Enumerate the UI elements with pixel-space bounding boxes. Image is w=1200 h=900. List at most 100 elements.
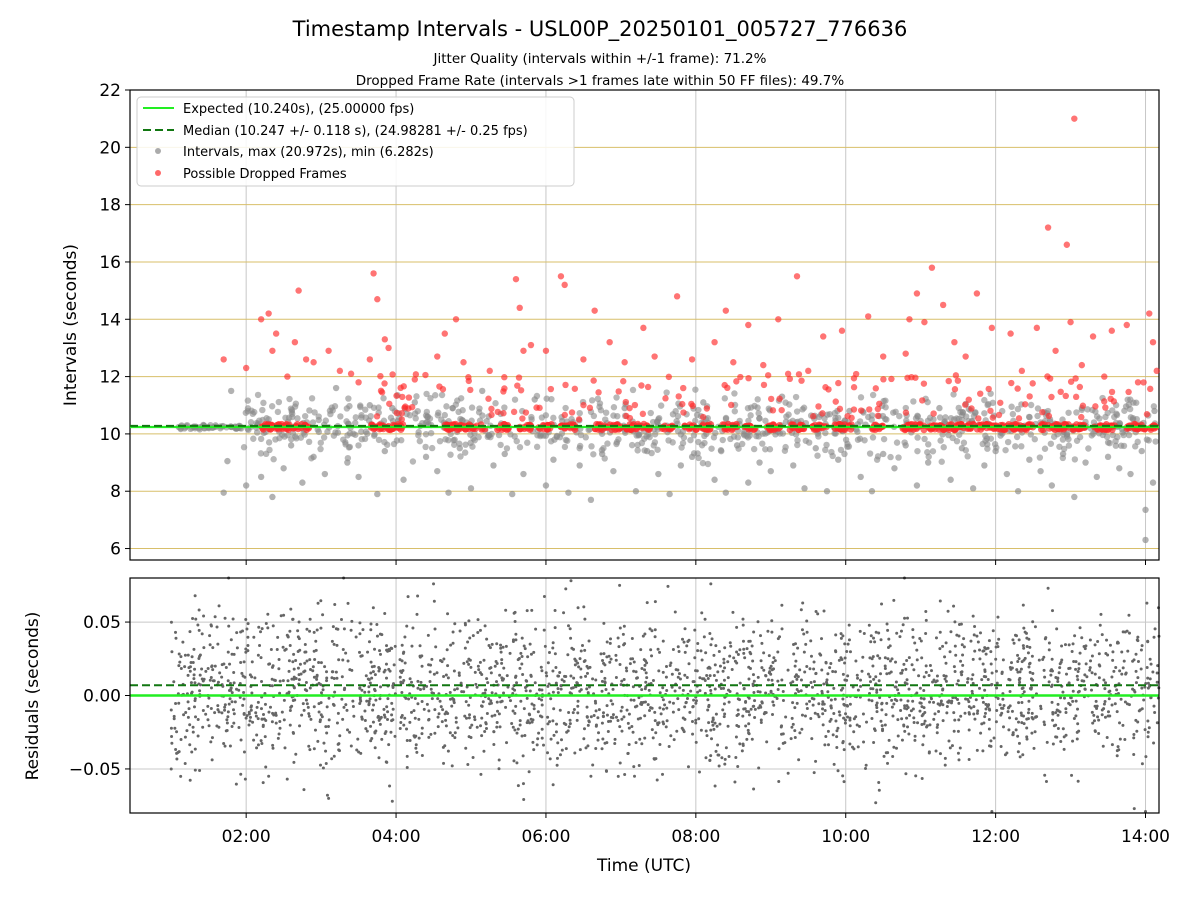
residual-point (803, 670, 807, 674)
residual-point (967, 700, 971, 704)
residual-point (216, 704, 220, 708)
dropped-frame-point (865, 313, 872, 320)
residual-point (473, 718, 477, 722)
residual-point (270, 677, 274, 681)
interval-point (1013, 433, 1021, 441)
residual-point (1134, 669, 1138, 673)
residual-point (312, 747, 316, 751)
residual-point (428, 670, 432, 674)
residual-point (614, 675, 618, 679)
residual-point (242, 691, 246, 695)
dropped-frame-point (422, 371, 429, 379)
residual-point (405, 765, 409, 769)
residual-point (760, 666, 764, 670)
residual-point (717, 764, 721, 768)
residual-point (468, 713, 472, 717)
residual-point (317, 660, 321, 664)
dropped-frame-point (995, 411, 1003, 419)
residual-point (414, 734, 418, 738)
dropped-frame-point (621, 359, 628, 366)
residual-point (736, 712, 740, 716)
residual-point (872, 740, 876, 744)
residual-point (624, 666, 628, 670)
residual-point (267, 774, 271, 778)
residual-point (671, 701, 675, 705)
dropped-frame-point (775, 316, 782, 323)
residual-point (627, 712, 631, 716)
dropped-frame-point (962, 401, 969, 408)
residual-point (1092, 719, 1096, 723)
residual-point (249, 708, 253, 712)
residual-point (784, 715, 788, 719)
residual-point (312, 630, 316, 634)
residual-point (230, 691, 234, 695)
residual-point (702, 677, 706, 681)
residual-point (339, 618, 343, 622)
residual-point (478, 671, 482, 675)
residual-point (829, 662, 833, 666)
interval-point (587, 496, 595, 504)
residual-point (319, 691, 323, 695)
residual-point (534, 627, 538, 631)
residual-point (883, 664, 887, 668)
residual-point (223, 705, 227, 709)
interval-point (832, 430, 839, 437)
residual-point (179, 737, 183, 741)
dropped-frame-point (954, 377, 962, 384)
residual-point (869, 640, 873, 644)
residual-point (363, 709, 367, 713)
residual-point (464, 746, 468, 750)
residual-point (1127, 613, 1131, 617)
residual-point (891, 754, 895, 758)
residual-point (891, 714, 895, 718)
dropped-frame-point (838, 327, 846, 334)
residual-point (638, 716, 642, 720)
residual-point (714, 644, 718, 648)
residual-point (1047, 680, 1051, 684)
residual-point (756, 690, 760, 694)
residual-point (585, 687, 589, 691)
residual-point (858, 629, 862, 633)
residual-point (810, 737, 814, 741)
residual-point (398, 658, 402, 662)
interval-point (507, 431, 514, 438)
residual-point (882, 754, 886, 758)
interval-point (613, 394, 620, 401)
residual-point (643, 714, 647, 718)
residual-point (1056, 680, 1060, 684)
residual-point (651, 736, 655, 740)
residual-point (1029, 677, 1033, 681)
interval-point (381, 447, 389, 455)
residual-point (1089, 659, 1093, 663)
residual-point (684, 700, 688, 704)
residual-point (617, 645, 621, 649)
residual-point (495, 725, 499, 729)
dropped-frame-point (514, 382, 521, 389)
x-axis-label: Time (UTC) (596, 856, 691, 876)
residual-point (1144, 810, 1148, 814)
residual-point (650, 629, 654, 633)
residual-point (487, 644, 491, 648)
residual-point (1132, 753, 1136, 757)
residual-point (944, 641, 948, 645)
dropped-frame-point (644, 383, 652, 391)
residual-point (744, 724, 748, 728)
interval-point (700, 399, 707, 406)
residual-point (501, 678, 505, 682)
residual-point (173, 726, 177, 730)
residual-point (885, 622, 889, 626)
interval-point (434, 467, 441, 475)
residual-point (446, 664, 450, 668)
interval-point (585, 426, 592, 434)
residual-point (971, 673, 975, 677)
residual-point (363, 719, 367, 723)
interval-point (361, 435, 369, 443)
residual-point (390, 719, 394, 723)
interval-point (352, 414, 359, 421)
interval-point (561, 443, 569, 451)
residual-point (554, 681, 558, 685)
residual-point (949, 630, 953, 634)
residual-point (810, 696, 814, 700)
residual-point (894, 685, 898, 689)
